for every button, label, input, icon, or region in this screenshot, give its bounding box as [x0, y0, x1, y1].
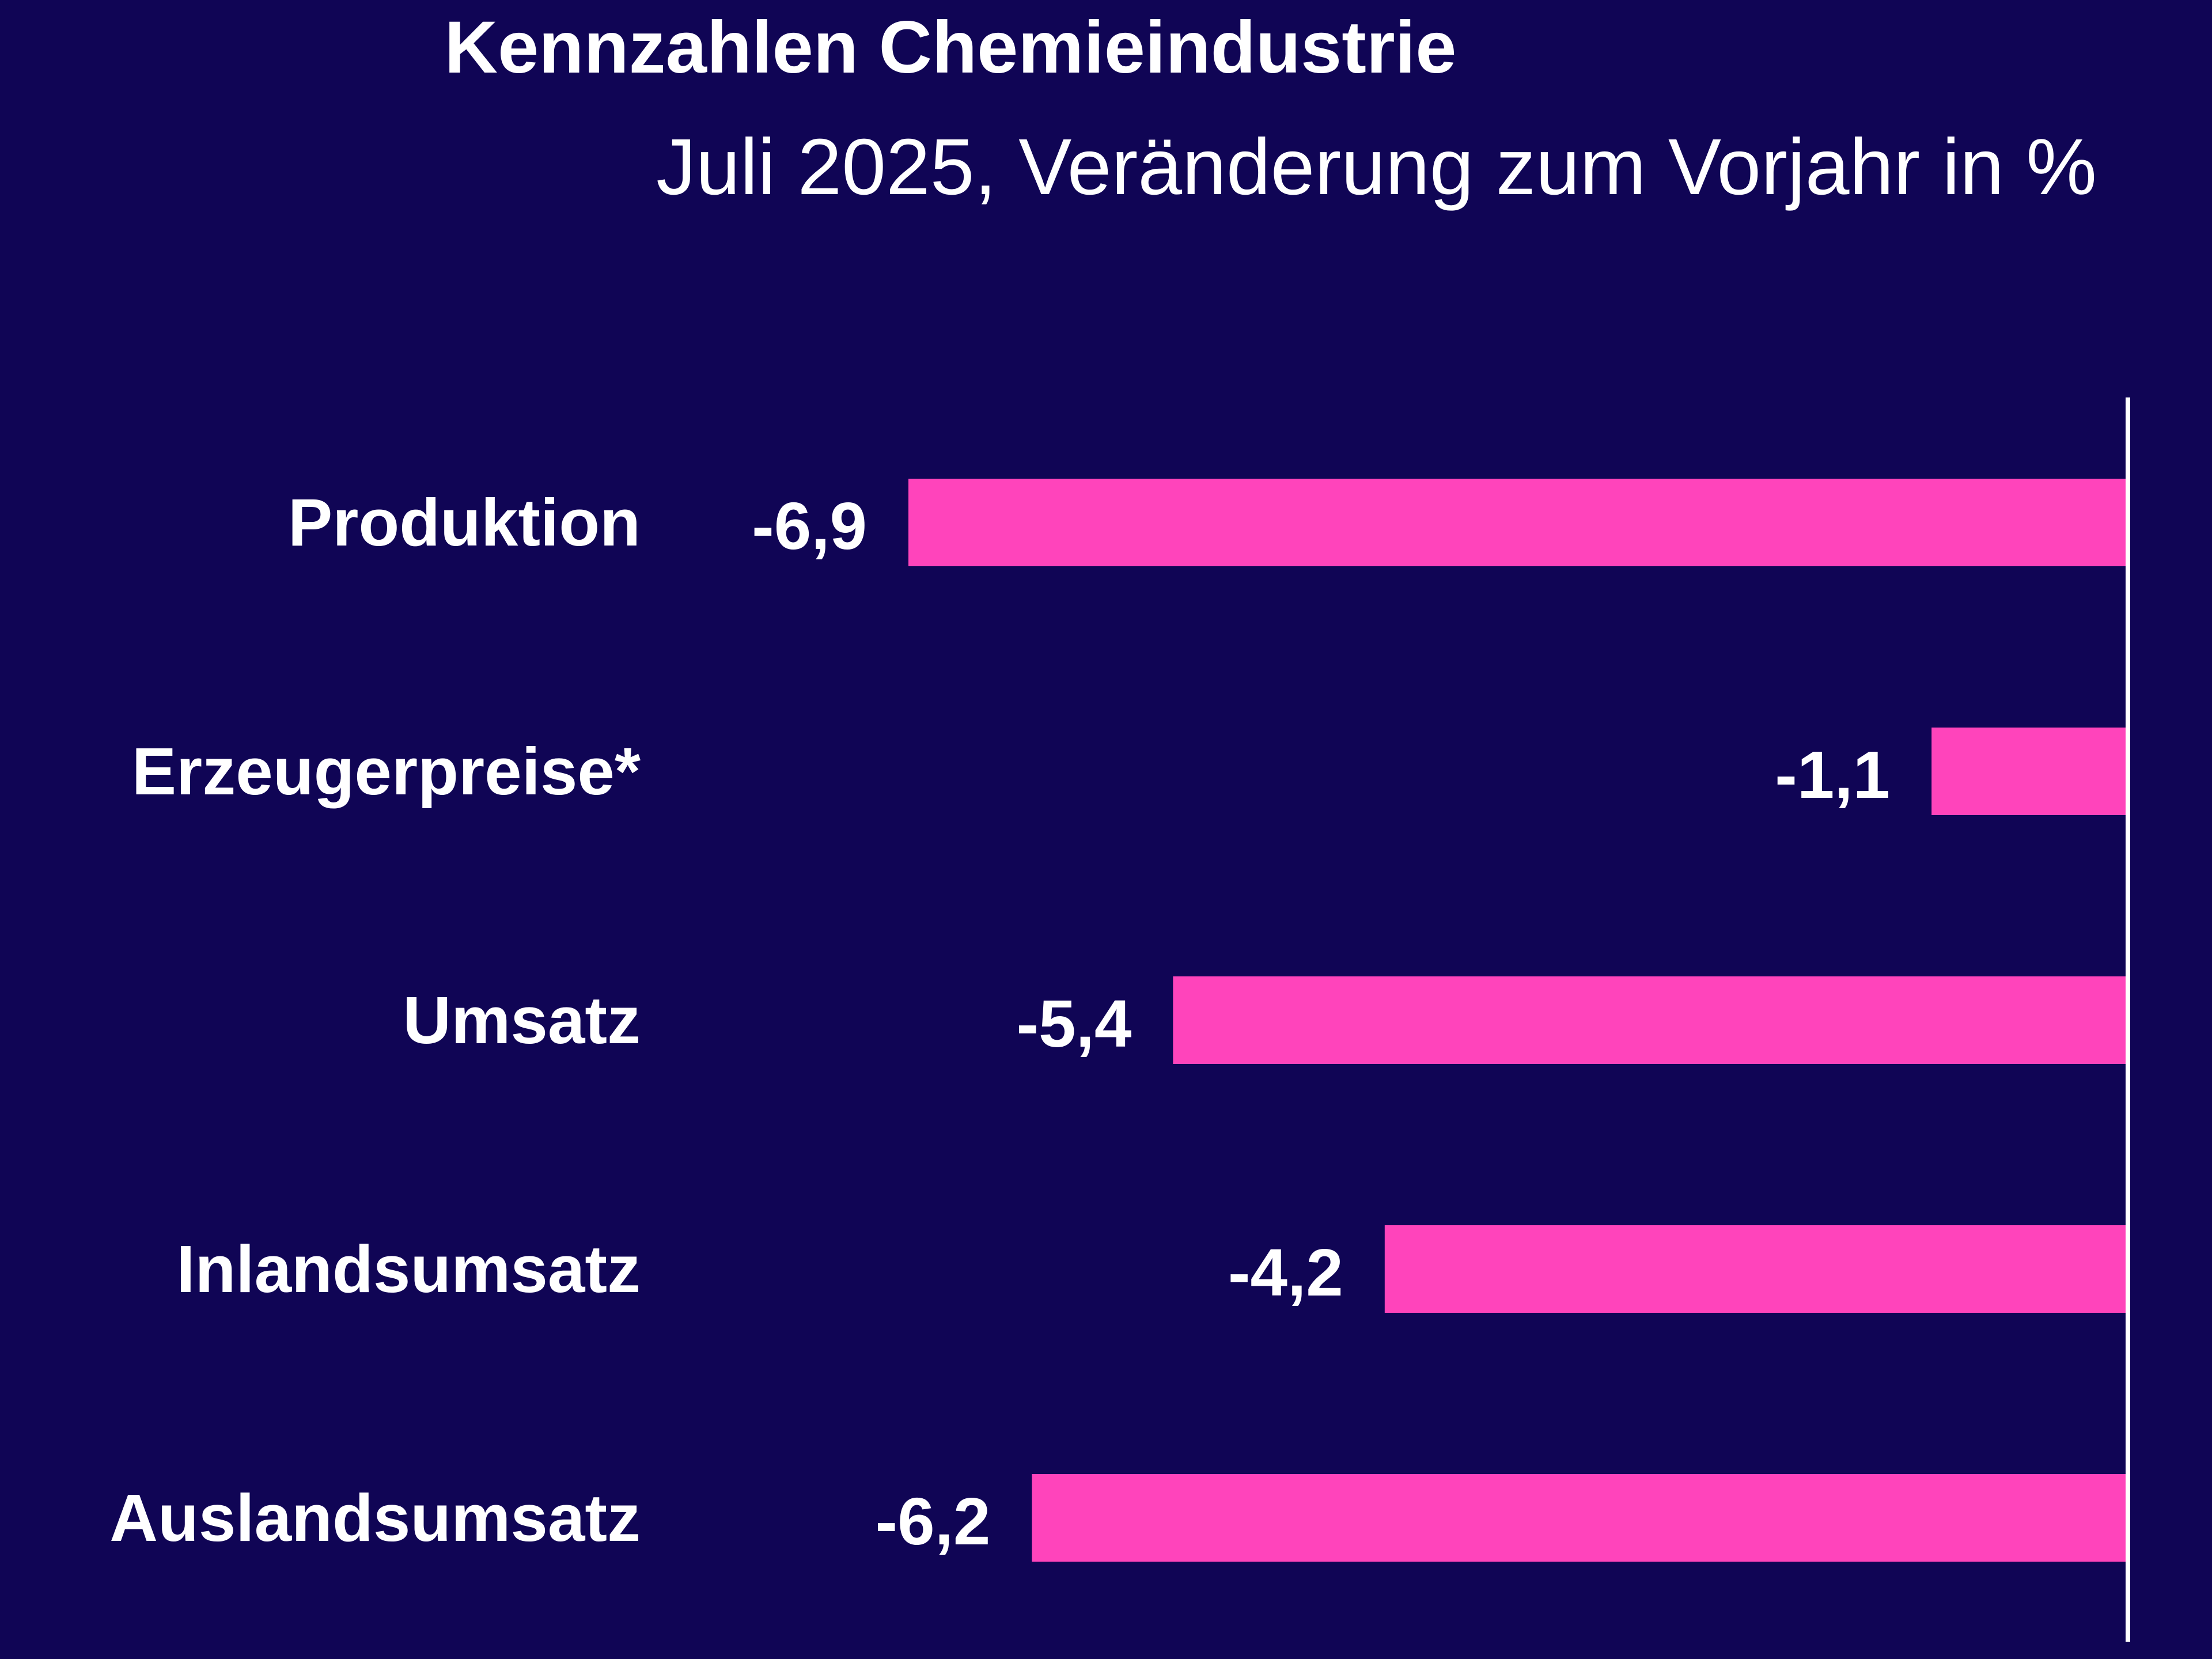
- bar-erzeugerpreise: [1931, 728, 2126, 815]
- bar-umsatz: [1173, 976, 2126, 1064]
- category-label: Auslandsumsatz: [109, 1480, 641, 1555]
- value-label: -4,2: [1228, 1235, 1343, 1310]
- bar-inlandsumsatz: [1384, 1225, 2126, 1313]
- category-labels-group: Produktion Erzeugerpreise* Umsatz Inlandsum…: [109, 485, 641, 1555]
- bar-produktion: [908, 479, 2126, 566]
- value-labels-group: -6,9 -1,1 -5,4 -4,2 -6,2: [752, 488, 1890, 1559]
- bar-auslandsumsatz: [1032, 1474, 2126, 1562]
- category-label: Inlandsumsatz: [176, 1232, 641, 1306]
- chart-subtitle: Juli 2025, Veränderung zum Vorjahr in %: [656, 123, 2097, 211]
- bars-group: [908, 479, 2126, 1562]
- value-label: -5,4: [1016, 986, 1131, 1061]
- chart-title: Kennzahlen Chemieindustrie: [444, 6, 1457, 89]
- value-label: -6,2: [875, 1484, 990, 1559]
- value-label: -1,1: [1775, 737, 1890, 812]
- value-label: -6,9: [752, 488, 867, 563]
- category-label: Umsatz: [403, 983, 641, 1058]
- category-label: Produktion: [288, 485, 641, 560]
- category-label: Erzeugerpreise*: [132, 734, 641, 809]
